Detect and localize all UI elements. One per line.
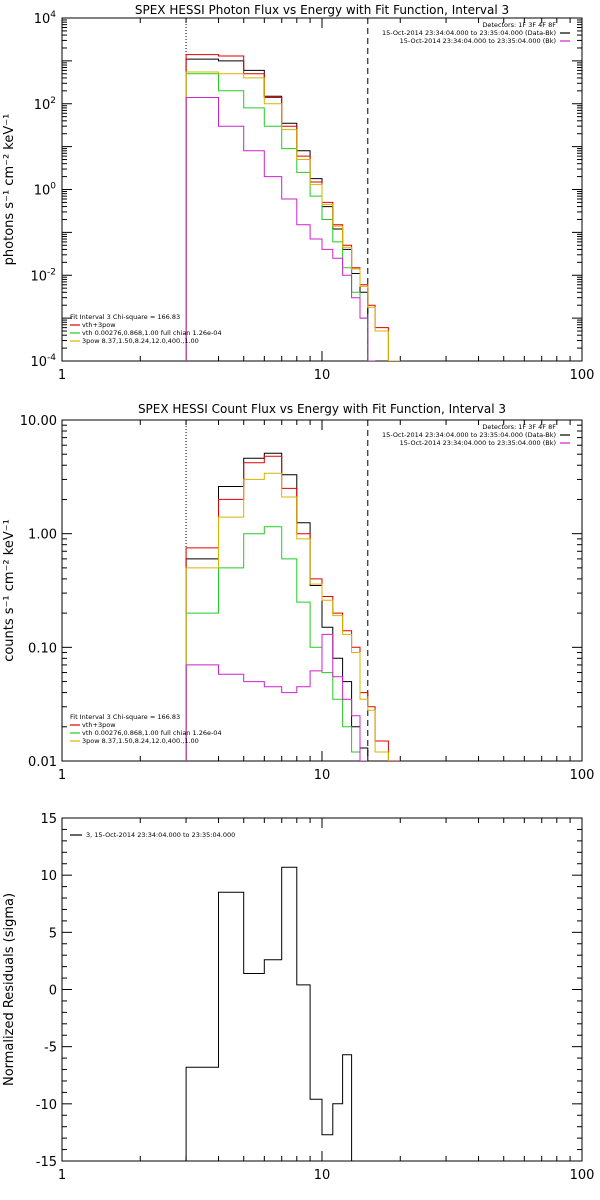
y-tick-label: 1.00 — [28, 528, 57, 543]
series-line-3-15-oct-2014-23-34-04-000-to-23-35-04-000 — [185, 866, 353, 1161]
y-tick-label: 104 — [34, 10, 57, 27]
legend-text: 3pow 8.37,1.50,8.24,12.0,400.,1.00 — [82, 737, 199, 745]
x-tick-label: 10 — [314, 368, 331, 383]
x-tick-label: 1 — [58, 768, 66, 783]
y-tick-label: -10 — [36, 1098, 57, 1113]
series-line-data-bk — [185, 58, 369, 361]
y-tick-label-base: 10 — [30, 269, 47, 284]
legend-text: vth+3pow — [82, 321, 116, 329]
legend-text: 15-Oct-2014 23:34:04.000 to 23:35:04.000… — [400, 37, 556, 45]
series-line-data-bk — [185, 452, 376, 761]
y-tick-label-exponent: -2 — [47, 267, 56, 277]
count-flux-title: SPEX HESSI Count Flux vs Energy with Fit… — [138, 402, 506, 416]
photon-flux-title: SPEX HESSI Photon Flux vs Energy with Fi… — [135, 3, 509, 17]
y-tick-label: -15 — [36, 1155, 57, 1170]
x-tick-label: 1 — [58, 1168, 66, 1183]
legend-text: vth+3pow — [82, 721, 116, 729]
x-tick-label: 100 — [570, 1168, 595, 1183]
y-tick-label: 10 — [40, 869, 57, 884]
count-flux-panel: SPEX HESSI Count Flux vs Energy with Fit… — [2, 402, 594, 783]
series-line-bk — [185, 97, 376, 361]
y-tick-label: 0 — [49, 984, 57, 999]
legend-text: 3pow 8.37,1.50,8.24,12.0,400.,1.00 — [82, 337, 199, 345]
x-tick-label: 100 — [570, 768, 595, 783]
legend-text: Fit Interval 3 Chi-square = 166.83 — [70, 713, 180, 721]
x-tick-label: 1 — [58, 368, 66, 383]
x-tick-label: 10 — [314, 1168, 331, 1183]
y-tick-label: 0.10 — [28, 641, 57, 656]
y-tick-label-base: 10 — [34, 98, 51, 113]
legend-text: Fit Interval 3 Chi-square = 166.83 — [70, 313, 180, 321]
y-tick-label-exponent: 4 — [50, 10, 56, 20]
y-tick-label-base: 10 — [34, 12, 51, 27]
y-tick-label: 100 — [34, 182, 57, 199]
y-tick-label-exponent: -4 — [47, 353, 56, 363]
series-line-3pow — [185, 472, 389, 761]
y-tick-label: 15 — [40, 812, 57, 827]
y-tick-label: -5 — [44, 1041, 57, 1056]
legend-text: 15-Oct-2014 23:34:04.000 to 23:35:04.000… — [382, 431, 556, 439]
legend-text: 3, 15-Oct-2014 23:34:04.000 to 23:35:04.… — [86, 831, 235, 839]
y-tick-label: 0.01 — [28, 755, 57, 770]
y-tick-label: 10.00 — [20, 414, 57, 429]
y-tick-label: 5 — [49, 926, 57, 941]
y-tick-label-base: 10 — [34, 184, 51, 199]
series-line-bk — [185, 633, 368, 761]
y-tick-label-exponent: 2 — [50, 96, 56, 106]
photon-flux-panel: SPEX HESSI Photon Flux vs Energy with Fi… — [2, 3, 594, 383]
legend-text: Detectors: 1F 3F 4F 8F — [482, 423, 556, 431]
residuals-panel: 1 10 100 -15 -10 -5 0 5 10 15 Normalized Residuals… — [2, 812, 594, 1183]
y-tick-label-base: 10 — [30, 355, 47, 370]
x-tick-label: 100 — [570, 368, 595, 383]
y-tick-label-exponent: 0 — [50, 182, 56, 192]
x-tick-label: 10 — [314, 768, 331, 783]
legend-text: vth 0.00276,0.868,1.00 full chian 1.26e-… — [82, 729, 222, 737]
y-axis-label: counts s⁻¹ cm⁻² keV⁻¹ — [2, 519, 17, 662]
series-line-vth — [185, 73, 376, 361]
y-axis-label: photons s⁻¹ cm⁻² keV⁻¹ — [2, 114, 17, 266]
y-tick-label: 10-2 — [30, 267, 56, 284]
legend-text: Detectors: 1F 3F 4F 8F — [482, 21, 556, 29]
series-line-3pow — [185, 71, 401, 361]
legend-text: 15-Oct-2014 23:34:04.000 to 23:35:04.000… — [400, 439, 556, 447]
y-tick-label: 102 — [34, 96, 56, 113]
legend-text: 15-Oct-2014 23:34:04.000 to 23:35:04.000… — [382, 29, 556, 37]
y-tick-label: 10-4 — [30, 353, 56, 370]
legend-text: vth 0.00276,0.868,1.00 full chian 1.26e-… — [82, 329, 222, 337]
series-line-vth — [185, 526, 368, 761]
y-axis-label: Normalized Residuals (sigma) — [2, 893, 17, 1086]
